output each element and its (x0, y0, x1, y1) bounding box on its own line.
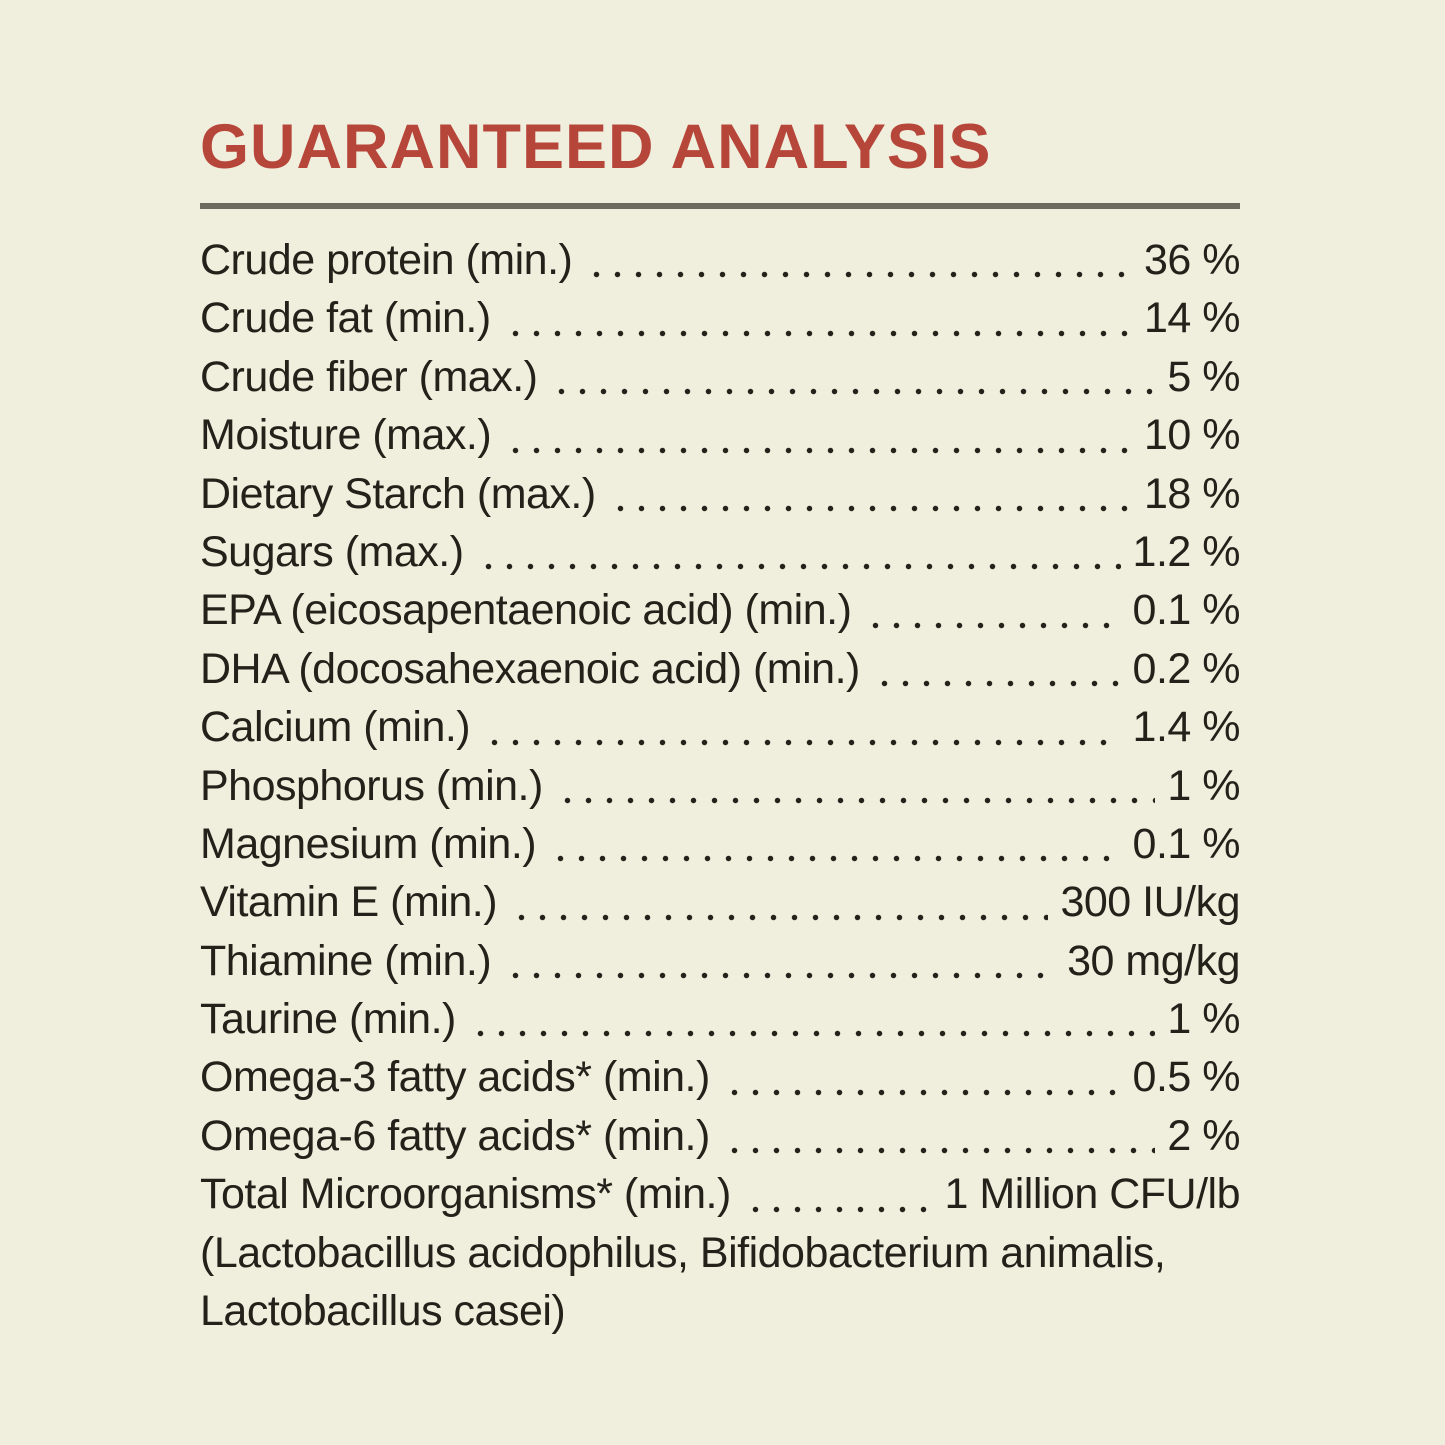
dot-leader (504, 289, 1132, 348)
analysis-row: Crude fat (min.) 14 % (200, 289, 1241, 348)
analysis-table: Crude protein (min.) 36 % Crude fat (min… (200, 231, 1241, 1224)
dot-leader (469, 990, 1156, 1049)
dot-leader (551, 347, 1156, 407)
nutrient-value: 5 % (1167, 352, 1240, 401)
page-title: GUARANTEED ANALYSIS (200, 112, 992, 182)
analysis-row: DHA (docosahexaenoic acid) (min.) 0.2 % (200, 639, 1241, 699)
footnote-line: Lactobacillus casei) (200, 1287, 566, 1336)
nutrient-label: Sugars (max.) (200, 527, 464, 576)
nutrient-value: 18 % (1143, 469, 1241, 518)
dot-leader (550, 814, 1121, 874)
title-rule (200, 203, 1240, 209)
nutrient-label: Omega-6 fatty acids* (min.) (200, 1111, 710, 1160)
nutrient-value: 30 mg/kg (1067, 936, 1240, 985)
analysis-row: Crude fiber (max.) 5 % (200, 347, 1240, 407)
nutrient-value: 2 % (1167, 1111, 1240, 1160)
analysis-row: Moisture (max.) 10 % (200, 406, 1241, 465)
dot-leader (505, 931, 1056, 991)
nutrient-value: 0.1 % (1132, 819, 1241, 868)
nutrient-label: EPA (eicosapentaenoic acid) (min.) (200, 586, 852, 635)
analysis-row: Magnesium (min.) 0.1 % (200, 814, 1241, 874)
nutrient-label: Dietary Starch (max.) (200, 469, 596, 518)
nutrient-label: Vitamin E (min.) (200, 878, 498, 927)
nutrient-value: 1 % (1167, 761, 1240, 810)
nutrient-value: 14 % (1143, 294, 1241, 343)
analysis-row: Phosphorus (min.) 1 % (200, 756, 1240, 815)
footnote-line: (Lactobacillus acidophilus, Bifidobacter… (200, 1228, 1166, 1277)
nutrient-label: Crude fat (min.) (200, 294, 491, 343)
dot-leader (865, 581, 1121, 640)
nutrient-value: 1 % (1167, 995, 1240, 1044)
nutrient-value: 1.2 % (1132, 527, 1241, 576)
analysis-row: Dietary Starch (max.) 18 % (200, 464, 1241, 523)
nutrient-value: 0.5 % (1132, 1053, 1241, 1102)
analysis-row: Omega-3 fatty acids* (min.) 0.5 % (200, 1048, 1241, 1107)
nutrient-label: DHA (docosahexaenoic acid) (min.) (200, 644, 860, 693)
analysis-row: Sugars (max.) 1.2 % (200, 522, 1241, 582)
analysis-row: EPA (eicosapentaenoic acid) (min.) 0.1 % (200, 581, 1241, 640)
nutrient-value: 10 % (1143, 411, 1241, 460)
dot-leader (744, 1165, 933, 1224)
analysis-row: Thiamine (min.) 30 mg/kg (200, 931, 1240, 991)
analysis-row: Vitamin E (min.) 300 IU/kg (200, 873, 1240, 932)
dot-leader (484, 698, 1121, 757)
analysis-row: Calcium (min.) 1.4 % (200, 698, 1241, 757)
nutrient-label: Calcium (min.) (200, 703, 471, 752)
nutrient-label: Omega-3 fatty acids* (min.) (200, 1053, 710, 1102)
dot-leader (477, 522, 1121, 582)
nutrient-value: 36 % (1143, 236, 1241, 284)
dot-leader (505, 406, 1132, 465)
nutrient-label: Crude protein (min.) (200, 236, 573, 284)
nutrient-label: Magnesium (min.) (200, 819, 537, 868)
dot-leader (511, 873, 1049, 932)
nutrient-label: Crude fiber (max.) (200, 352, 538, 401)
nutrient-label: Taurine (min.) (200, 995, 456, 1044)
nutrient-label: Phosphorus (min.) (200, 761, 543, 810)
dot-leader (873, 639, 1121, 699)
analysis-row: Crude protein (min.) 36 % (200, 231, 1241, 290)
dot-leader (723, 1106, 1156, 1166)
nutrient-value: 1.4 % (1132, 703, 1241, 752)
dot-leader (609, 464, 1132, 523)
nutrient-value: 300 IU/kg (1060, 878, 1240, 927)
nutrient-label: Thiamine (min.) (200, 936, 492, 985)
nutrient-value: 1 Million CFU/lb (944, 1170, 1241, 1219)
nutrient-value: 0.1 % (1132, 586, 1241, 635)
dot-leader (586, 231, 1132, 290)
dot-leader (556, 756, 1156, 815)
analysis-row: Taurine (min.) 1 % (200, 990, 1240, 1049)
analysis-row: Total Microorganisms* (min.) 1 Million C… (200, 1165, 1241, 1224)
dot-leader (723, 1048, 1121, 1107)
analysis-row: Omega-6 fatty acids* (min.) 2 % (200, 1106, 1240, 1166)
microorganisms-footnote: (Lactobacillus acidophilus, Bifidobacter… (200, 1224, 1240, 1341)
nutrient-label: Total Microorganisms* (min.) (200, 1170, 731, 1219)
nutrient-value: 0.2 % (1132, 644, 1241, 693)
nutrient-label: Moisture (max.) (200, 411, 492, 460)
